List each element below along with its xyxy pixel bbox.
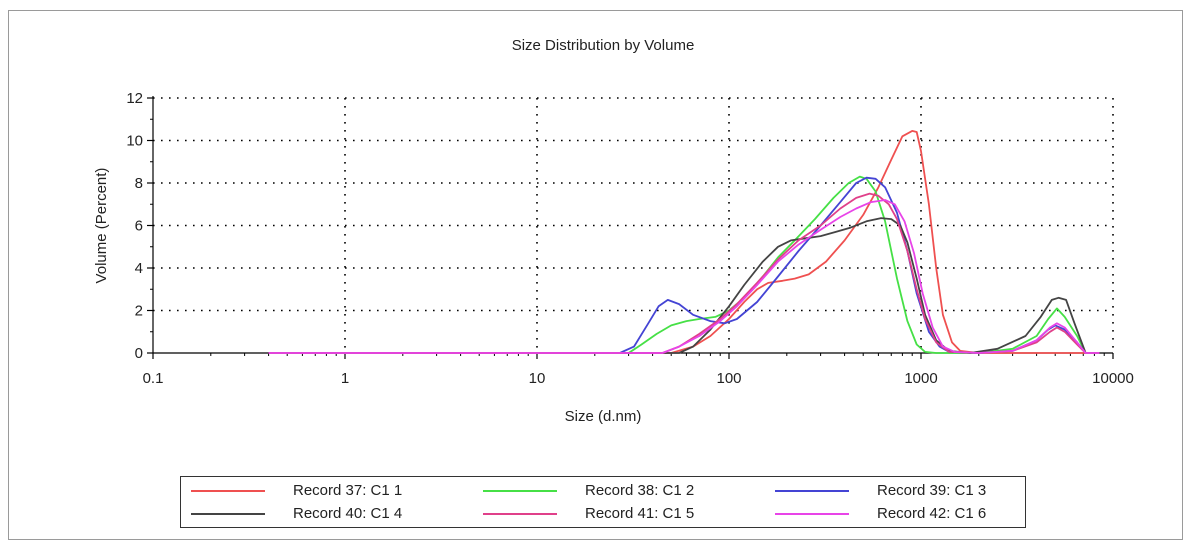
series-line-6 bbox=[268, 199, 1100, 354]
legend-swatch bbox=[191, 513, 265, 515]
y-tick-label: 0 bbox=[135, 345, 143, 362]
x-axis-label: Size (d.nm) bbox=[565, 408, 642, 425]
legend-swatch bbox=[191, 490, 265, 492]
legend-item: Record 37: C1 1 bbox=[181, 480, 461, 502]
y-tick-label: 6 bbox=[135, 218, 143, 235]
series-line-3 bbox=[268, 176, 1100, 354]
chart-title: Size Distribution by Volume bbox=[512, 37, 695, 54]
y-tick-label: 12 bbox=[126, 90, 143, 107]
legend-label: Record 40: C1 4 bbox=[293, 505, 403, 522]
y-tick-label: 4 bbox=[135, 260, 143, 277]
legend-swatch bbox=[775, 513, 849, 515]
series-line-1 bbox=[268, 130, 1100, 354]
legend-label: Record 38: C1 2 bbox=[585, 482, 695, 499]
y-axis-label: Volume (Percent) bbox=[93, 168, 110, 284]
legend-item: Record 41: C1 5 bbox=[473, 503, 753, 525]
series-line-2 bbox=[268, 175, 1100, 354]
legend-label: Record 42: C1 6 bbox=[877, 505, 987, 522]
legend-item: Record 42: C1 6 bbox=[765, 503, 1045, 525]
legend-label: Record 39: C1 3 bbox=[877, 482, 987, 499]
chart-frame bbox=[8, 10, 1183, 540]
x-tick-label: 10000 bbox=[1092, 370, 1134, 387]
legend-label: Record 37: C1 1 bbox=[293, 482, 403, 499]
x-tick-label: 100 bbox=[716, 370, 741, 387]
series-line-5 bbox=[268, 192, 1100, 354]
x-tick-label: 10 bbox=[529, 370, 546, 387]
x-tick-label: 1000 bbox=[904, 370, 937, 387]
legend-swatch bbox=[775, 490, 849, 492]
legend-item: Record 38: C1 2 bbox=[473, 480, 753, 502]
legend-item: Record 40: C1 4 bbox=[181, 503, 461, 525]
x-tick-label: 1 bbox=[341, 370, 349, 387]
y-tick-label: 8 bbox=[135, 175, 143, 192]
legend-swatch bbox=[483, 513, 557, 515]
y-tick-label: 2 bbox=[135, 303, 143, 320]
legend: Record 37: C1 1 Record 38: C1 2 Record 39:… bbox=[180, 476, 1026, 528]
legend-label: Record 41: C1 5 bbox=[585, 505, 695, 522]
x-tick-label: 0.1 bbox=[143, 370, 164, 387]
legend-item: Record 39: C1 3 bbox=[765, 480, 1045, 502]
series-line-4 bbox=[268, 217, 1100, 354]
legend-swatch bbox=[483, 490, 557, 492]
y-tick-label: 10 bbox=[126, 133, 143, 150]
